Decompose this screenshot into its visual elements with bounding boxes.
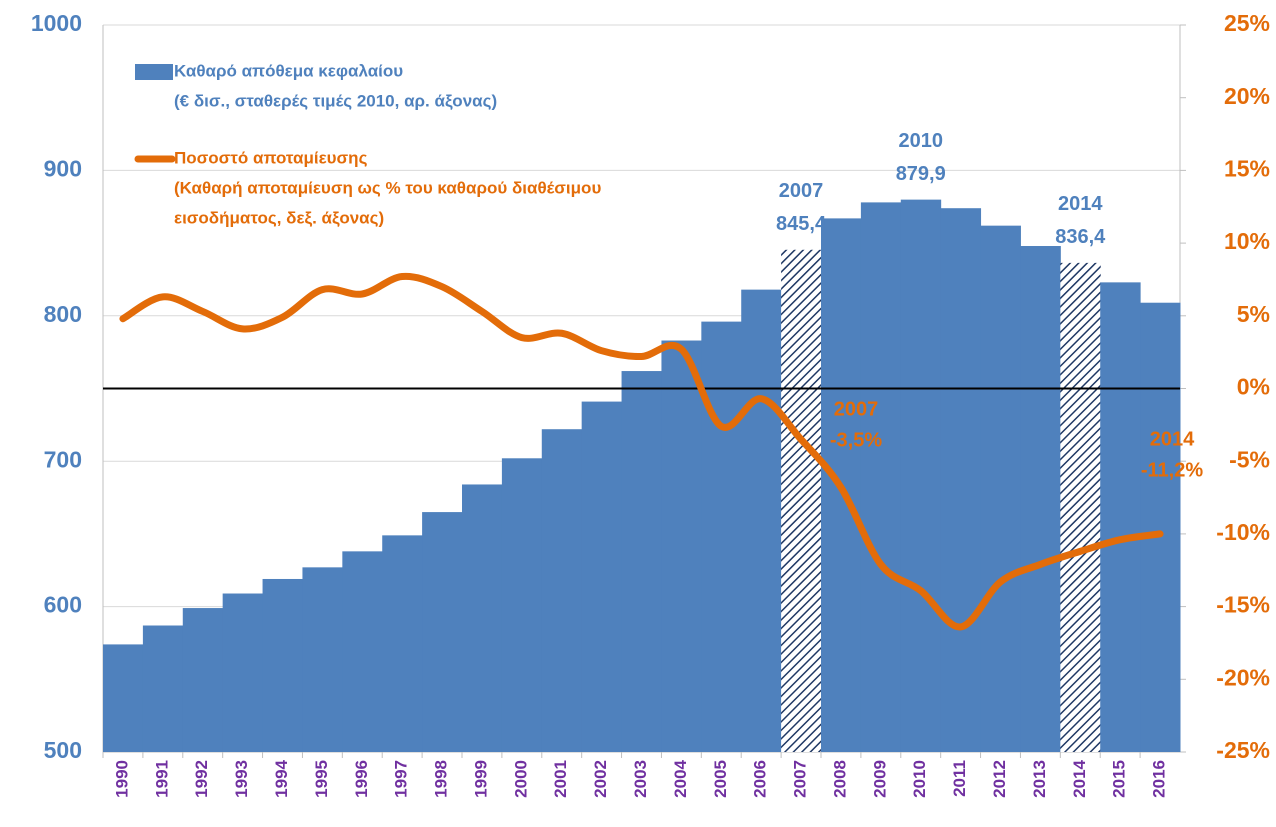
bar-value-label: 845,4 [776,213,827,235]
line-value-label: -11,2% [1141,459,1203,481]
x-tick-label: 2010 [910,760,929,798]
bar [1100,282,1141,752]
x-tick-label: 1994 [272,759,291,797]
x-tick-label: 2004 [671,759,690,797]
x-tick-label: 2015 [1110,760,1129,798]
bar [222,593,264,752]
x-tick-label: 2011 [950,760,969,797]
y2-tick-label: 15% [1224,155,1270,181]
x-tick-label: 2016 [1150,760,1169,798]
line-year-label: 2014 [1150,428,1195,450]
line-value-label: -3,5% [830,429,882,451]
bar [1140,302,1181,752]
bar [262,578,303,752]
y2-tick-label: 0% [1237,374,1270,400]
x-tick-label: 1997 [392,760,411,798]
bar [860,202,902,752]
line [119,272,1164,631]
y2-tick-label: 25% [1224,10,1270,36]
y-tick-label: 800 [44,301,82,327]
x-tick-label: 2005 [711,760,730,798]
x-tick-label: 2006 [751,760,770,798]
bar-year-label: 2007 [779,180,824,202]
bar [900,199,942,753]
bar [182,608,224,752]
x-tick-label: 2003 [631,760,650,798]
x-tick-label: 2001 [551,760,570,798]
y-tick-label: 700 [44,446,82,472]
bar [103,644,144,752]
x-tick-label: 1992 [192,760,211,798]
bar [382,535,423,752]
x-tick-label: 1993 [232,760,251,798]
bar [980,225,1021,753]
y2-tick-label: -10% [1216,519,1270,545]
legend-label: Καθαρό απόθεμα κεφαλαίου [174,61,403,80]
bar [422,512,463,752]
x-tick-label: 2014 [1070,759,1089,797]
x-tick-label: 1991 [152,760,171,798]
bar [621,371,662,752]
x-tick-label: 1998 [432,760,451,798]
bar-value-label: 879,9 [896,163,946,185]
bar [1060,262,1101,752]
bar [142,625,184,752]
bar [302,567,343,752]
y2-tick-label: 10% [1224,228,1270,254]
bar [741,289,782,752]
bar [781,249,822,753]
y2-tick-label: -25% [1216,737,1270,763]
bar [462,484,503,752]
legend-swatch [135,64,173,80]
line-year-label: 2007 [834,398,879,420]
legend-note: (Καθαρή αποταμίευση ως % του καθαρού δια… [174,178,601,197]
bar [541,429,583,752]
x-tick-label: 2007 [791,760,810,798]
x-tick-label: 2009 [870,760,889,798]
y-tick-label: 600 [44,592,82,618]
x-tick-label: 2000 [511,760,530,798]
y2-tick-label: 20% [1224,83,1270,109]
y2-tick-label: -5% [1229,446,1270,472]
x-tick-label: 1995 [312,760,331,798]
x-tick-label: 2008 [830,760,849,798]
bar [581,401,623,752]
x-tick-label: 2013 [1030,760,1049,798]
x-tick-label: 1990 [112,760,131,798]
bar [1020,246,1061,752]
x-tick-label: 2002 [591,760,610,798]
y-tick-label: 500 [44,737,82,763]
y2-tick-label: -20% [1216,664,1270,690]
bar [661,340,702,752]
x-tick-label: 1996 [352,760,371,798]
x-tick-label: 1999 [471,760,490,798]
bar-year-label: 2014 [1058,193,1103,215]
y-tick-label: 1000 [31,10,82,36]
legend-note: (€ δισ., σταθερές τιμές 2010, αρ. άξονας… [174,91,497,110]
bar [940,208,982,753]
y2-tick-label: 5% [1237,301,1270,327]
bar [701,321,742,752]
bar [342,551,383,752]
legend-note: εισοδήματος, δεξ. άξονας) [174,208,384,227]
x-tick-label: 2012 [990,760,1009,798]
y2-tick-label: -15% [1216,592,1270,618]
bar-value-label: 836,4 [1055,226,1106,248]
legend-label: Ποσοστό αποταμίευσης [174,148,368,167]
bar [501,458,543,752]
bar-year-label: 2010 [898,130,943,152]
y-tick-label: 900 [44,155,82,181]
